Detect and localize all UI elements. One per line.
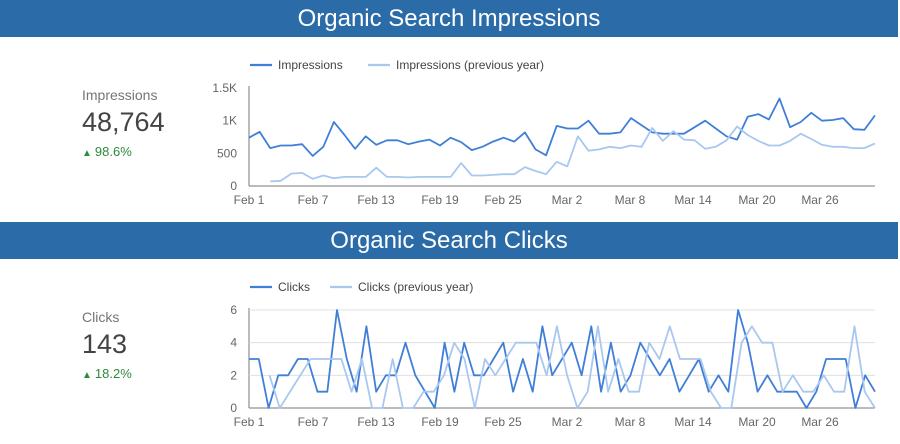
y-tick-label: 1.5K [212,81,237,95]
y-tick-label: 4 [230,336,237,350]
x-tick-label: Feb 13 [357,193,395,207]
x-tick-label: Mar 8 [615,193,646,207]
clicks-banner: Organic Search Clicks [0,222,898,259]
x-tick-label: Mar 20 [738,415,776,429]
series-line-1 [268,325,876,409]
legend-label: Impressions (previous year) [396,58,544,72]
x-tick-label: Feb 19 [421,415,459,429]
x-tick-label: Feb 13 [357,415,395,429]
delta-value: 18.2% [94,366,132,381]
impressions-banner: Organic Search Impressions [0,0,898,37]
scorecard-delta: ▲ 18.2% [82,366,212,381]
x-tick-label: Mar 26 [801,193,839,207]
x-tick-label: Mar 8 [615,415,646,429]
x-tick-label: Feb 7 [298,193,329,207]
x-tick-label: Mar 26 [801,415,839,429]
series-line-1 [270,125,876,183]
x-tick-label: Mar 20 [738,193,776,207]
x-tick-label: Mar 14 [674,415,712,429]
x-tick-label: Mar 2 [552,415,583,429]
x-tick-label: Feb 19 [421,193,459,207]
arrow-up-icon: ▲ [82,148,92,159]
clicks-scorecard: Clicks 143 ▲ 18.2% [82,309,212,381]
chart-1: 0 2 4 6 Feb 1 Feb 7 Feb 13 Feb 19 Feb 25 Mar 2 Mar… [230,280,876,429]
series-line-0 [249,309,876,409]
y-tick-label: 0 [230,401,237,415]
legend-label: Clicks (previous year) [358,280,473,294]
arrow-up-icon: ▲ [82,370,92,381]
y-tick-label: 2 [230,368,237,382]
delta-value: 98.6% [94,144,132,159]
y-tick-label: 500 [217,146,237,160]
x-tick-label: Feb 1 [234,415,265,429]
y-tick-label: 0 [230,179,237,193]
scorecard-delta: ▲ 98.6% [82,144,212,159]
scorecard-label: Clicks [82,309,120,325]
y-tick-label: 6 [230,303,237,317]
series-line-0 [248,97,876,157]
x-tick-label: Feb 25 [484,193,522,207]
x-tick-label: Feb 25 [484,415,522,429]
x-tick-label: Feb 7 [298,415,329,429]
legend-label: Impressions [278,58,343,72]
x-tick-label: Mar 2 [552,193,583,207]
scorecard-value: 143 [82,329,128,359]
scorecard-value: 48,764 [82,107,165,137]
x-tick-label: Feb 1 [234,193,265,207]
legend-label: Clicks [278,280,310,294]
y-tick-label: 1K [222,114,237,128]
x-tick-label: Mar 14 [674,193,712,207]
scorecard-label: Impressions [82,87,158,103]
impressions-scorecard: Impressions 48,764 ▲ 98.6% [82,87,212,159]
chart-0: 0 500 1K 1.5K Feb 1 Feb 7 Feb 13 Feb 19 Feb 25 Ma… [212,58,876,207]
